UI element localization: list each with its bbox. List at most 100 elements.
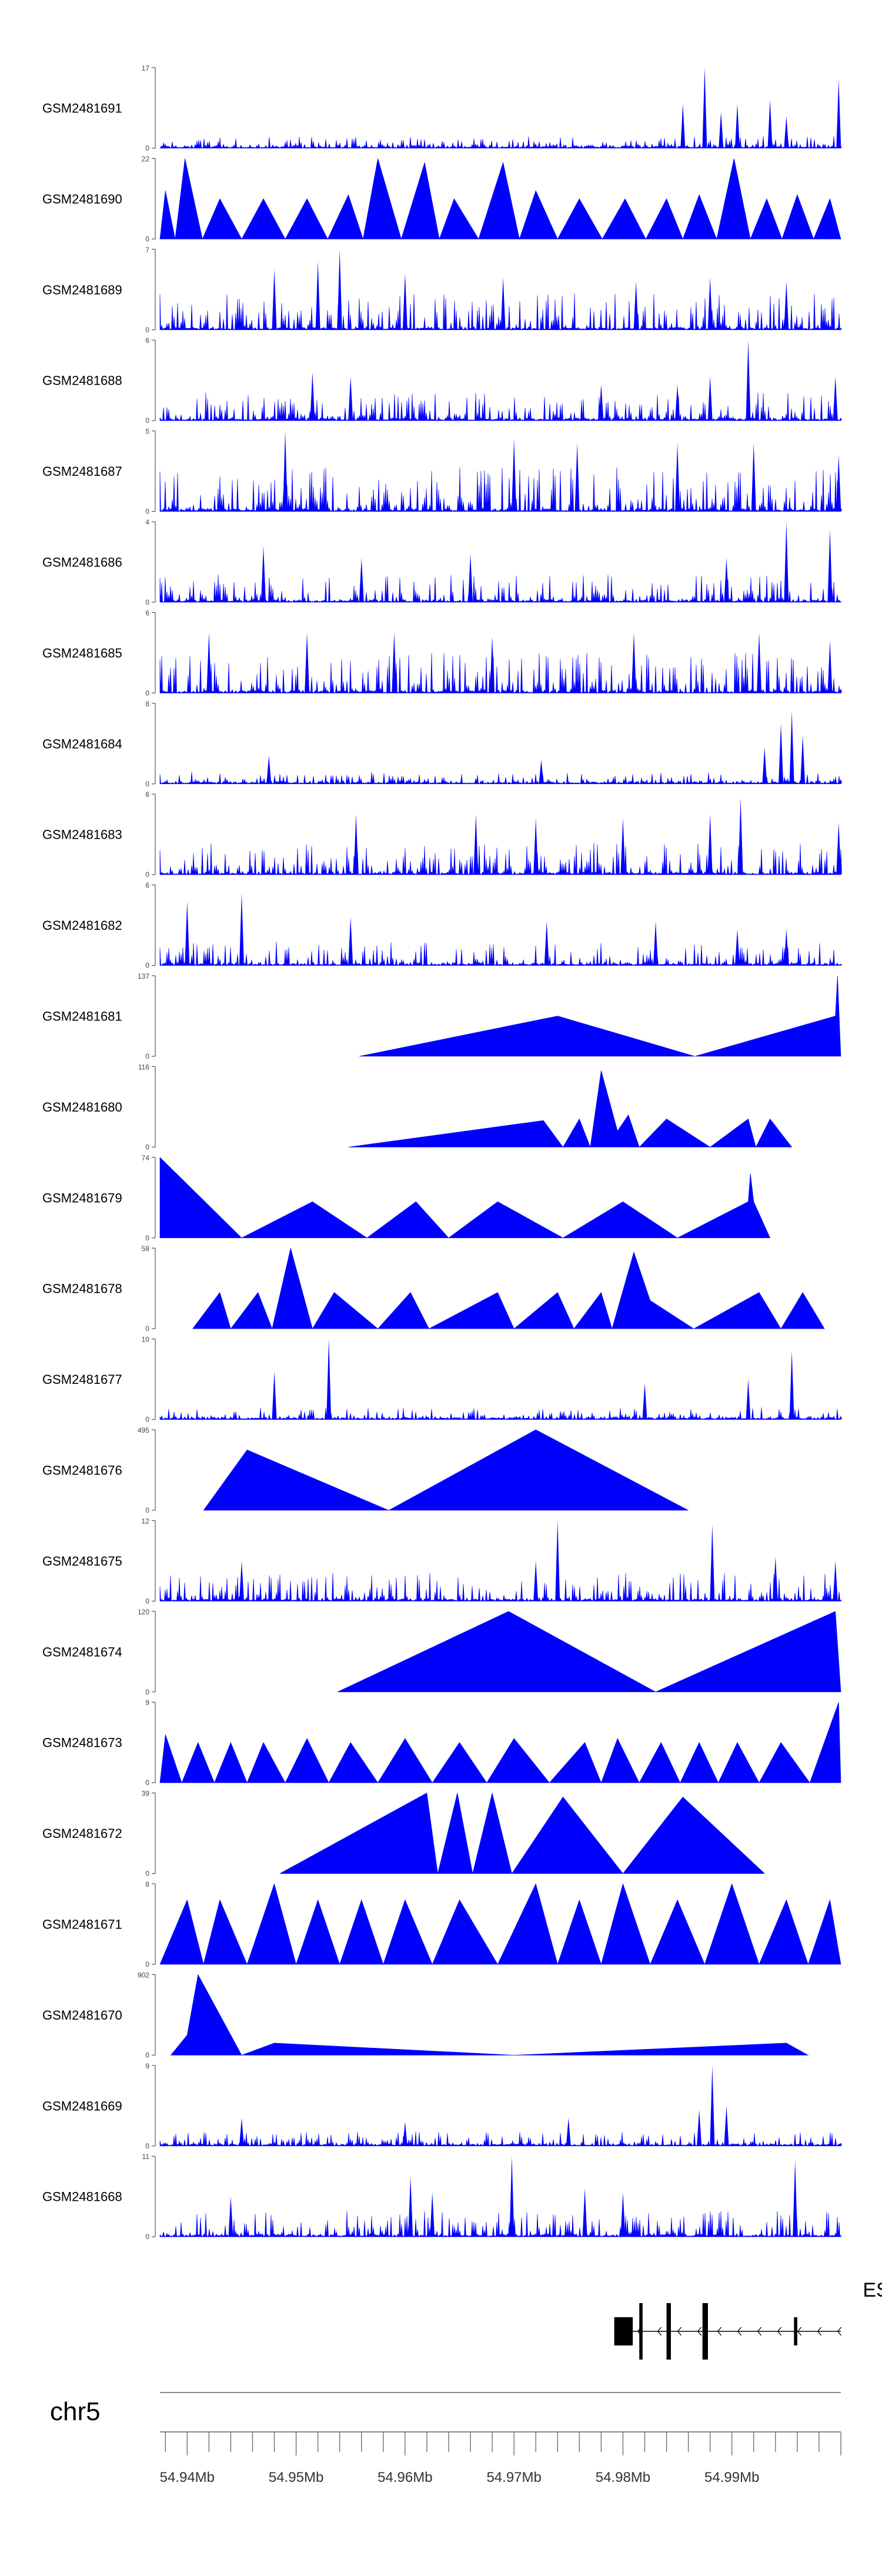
- track-GSM2481685: GSM2481685 6 0: [42, 609, 842, 697]
- coverage-peak: [836, 822, 841, 875]
- track-label: GSM2481684: [42, 736, 122, 751]
- track-label: GSM2481681: [42, 1009, 122, 1024]
- coverage-area: [159, 467, 842, 512]
- track-label: GSM2481678: [42, 1282, 122, 1296]
- coverage-peak: [348, 917, 353, 966]
- coverage-area: [159, 1157, 771, 1239]
- ruler-ticks: [165, 2432, 841, 2455]
- coverage-peak: [724, 2105, 729, 2146]
- coverage-peak: [784, 522, 789, 602]
- track-GSM2481681: GSM2481681 137 0: [42, 972, 841, 1060]
- track-label: GSM2481689: [42, 282, 122, 297]
- coverage-area: [279, 1793, 766, 1874]
- y-tick-label-max: 22: [142, 155, 150, 163]
- coverage-peak: [784, 116, 789, 148]
- coverage-area: [159, 653, 842, 693]
- track-label: GSM2481673: [42, 1736, 122, 1750]
- coverage-area: [192, 1248, 825, 1330]
- coverage-area: [159, 2131, 842, 2147]
- coverage-peak: [509, 2156, 514, 2237]
- y-tick-label-max: 120: [138, 1608, 149, 1616]
- coverage-peak: [833, 1560, 838, 1601]
- coverage-peak: [582, 2188, 587, 2237]
- track-label: GSM2481672: [42, 1826, 122, 1841]
- coverage-peak: [620, 2192, 626, 2237]
- coverage-peak: [710, 2065, 715, 2146]
- chromosome-axis: chr5 54.94Mb 54.95Mb 54.96Mb 54.97Mb 54.98Mb…: [50, 2392, 841, 2485]
- coverage-peak: [402, 2121, 407, 2146]
- y-tick-label-max: 6: [145, 609, 149, 617]
- coverage-peak: [734, 929, 740, 966]
- track-GSM2481679: GSM2481679 74 0: [42, 1154, 771, 1242]
- ruler-tick-label: 54.96Mb: [377, 2470, 432, 2485]
- coverage-peak: [800, 735, 806, 784]
- coverage-peak: [719, 112, 724, 148]
- strand-arrow: [797, 2327, 802, 2336]
- coverage-peak: [392, 632, 397, 693]
- track-GSM2481677: GSM2481677 10 0: [42, 1336, 842, 1424]
- y-tick-label-max: 9: [145, 1699, 149, 1707]
- y-tick-label-zero: 0: [145, 508, 149, 516]
- coverage-area: [159, 843, 842, 875]
- ruler-tick-label: 54.97Mb: [486, 2470, 541, 2485]
- y-tick-label-zero: 0: [145, 1688, 149, 1696]
- track-label: GSM2481680: [42, 1100, 122, 1115]
- track-GSM2481672: GSM2481672 39 0: [42, 1790, 766, 1878]
- coverage-area: [159, 158, 841, 240]
- ruler-tick-label: 54.95Mb: [269, 2470, 323, 2485]
- y-tick-label-zero: 0: [145, 1506, 149, 1514]
- y-tick-label-zero: 0: [145, 870, 149, 879]
- coverage-area: [203, 1429, 689, 1511]
- coverage-peak: [734, 104, 740, 148]
- coverage-area: [159, 1407, 842, 1420]
- track-label: GSM2481674: [42, 1644, 122, 1659]
- coverage-peak: [620, 818, 626, 875]
- coverage-peak: [675, 443, 680, 512]
- coverage-peak: [539, 759, 544, 784]
- y-tick-label-max: 9: [145, 2062, 149, 2070]
- y-tick-label-zero: 0: [145, 1778, 149, 1787]
- coverage-peak: [827, 640, 833, 693]
- track-label: GSM2481686: [42, 555, 122, 570]
- coverage-peak: [430, 2192, 435, 2237]
- y-tick-label-zero: 0: [145, 326, 149, 334]
- coverage-peak: [326, 1339, 332, 1420]
- coverage-peak: [653, 921, 659, 966]
- coverage-peak: [239, 1560, 244, 1601]
- track-GSM2481671: GSM2481671 8 0: [42, 1880, 841, 1968]
- gene-track: ES: [614, 2279, 882, 2360]
- y-tick-label-zero: 0: [145, 1234, 149, 1242]
- y-tick-label-zero: 0: [145, 144, 149, 152]
- y-tick-label-max: 11: [142, 2153, 150, 2161]
- coverage-peak: [261, 546, 266, 602]
- coverage-peak: [789, 1351, 794, 1420]
- coverage-peak: [751, 443, 756, 512]
- exon: [702, 2303, 708, 2360]
- track-GSM2481675: GSM2481675 12 0: [42, 1517, 842, 1605]
- coverage-peak: [599, 384, 604, 421]
- coverage-peak: [738, 798, 743, 875]
- coverage-peak: [337, 249, 342, 330]
- track-label: GSM2481675: [42, 1554, 122, 1569]
- exon-list: [614, 2303, 797, 2360]
- track-GSM2481682: GSM2481682 6 0: [42, 882, 843, 970]
- track-GSM2481669: GSM2481669 9 0: [42, 2062, 842, 2150]
- coverage-peak: [836, 79, 841, 148]
- coverage-peak: [310, 372, 315, 421]
- track-GSM2481674: GSM2481674 120 0: [42, 1608, 841, 1696]
- coverage-area: [159, 136, 843, 149]
- track-GSM2481686: GSM2481686 4 0: [42, 518, 842, 606]
- gene-label: ES: [863, 2279, 882, 2301]
- coverage-area: [159, 1573, 842, 1601]
- y-tick-label-max: 39: [142, 1790, 150, 1798]
- coverage-peak: [762, 748, 767, 784]
- coverage-peak: [305, 632, 310, 693]
- coverage-peak: [408, 2176, 413, 2237]
- track-label: GSM2481671: [42, 1917, 122, 1932]
- track-GSM2481676: GSM2481676 495 0: [42, 1426, 689, 1514]
- track-label: GSM2481679: [42, 1190, 122, 1205]
- track-label: GSM2481687: [42, 464, 122, 479]
- coverage-peak: [773, 1557, 778, 1601]
- coverage-peak: [555, 1520, 560, 1601]
- track-label: GSM2481685: [42, 646, 122, 660]
